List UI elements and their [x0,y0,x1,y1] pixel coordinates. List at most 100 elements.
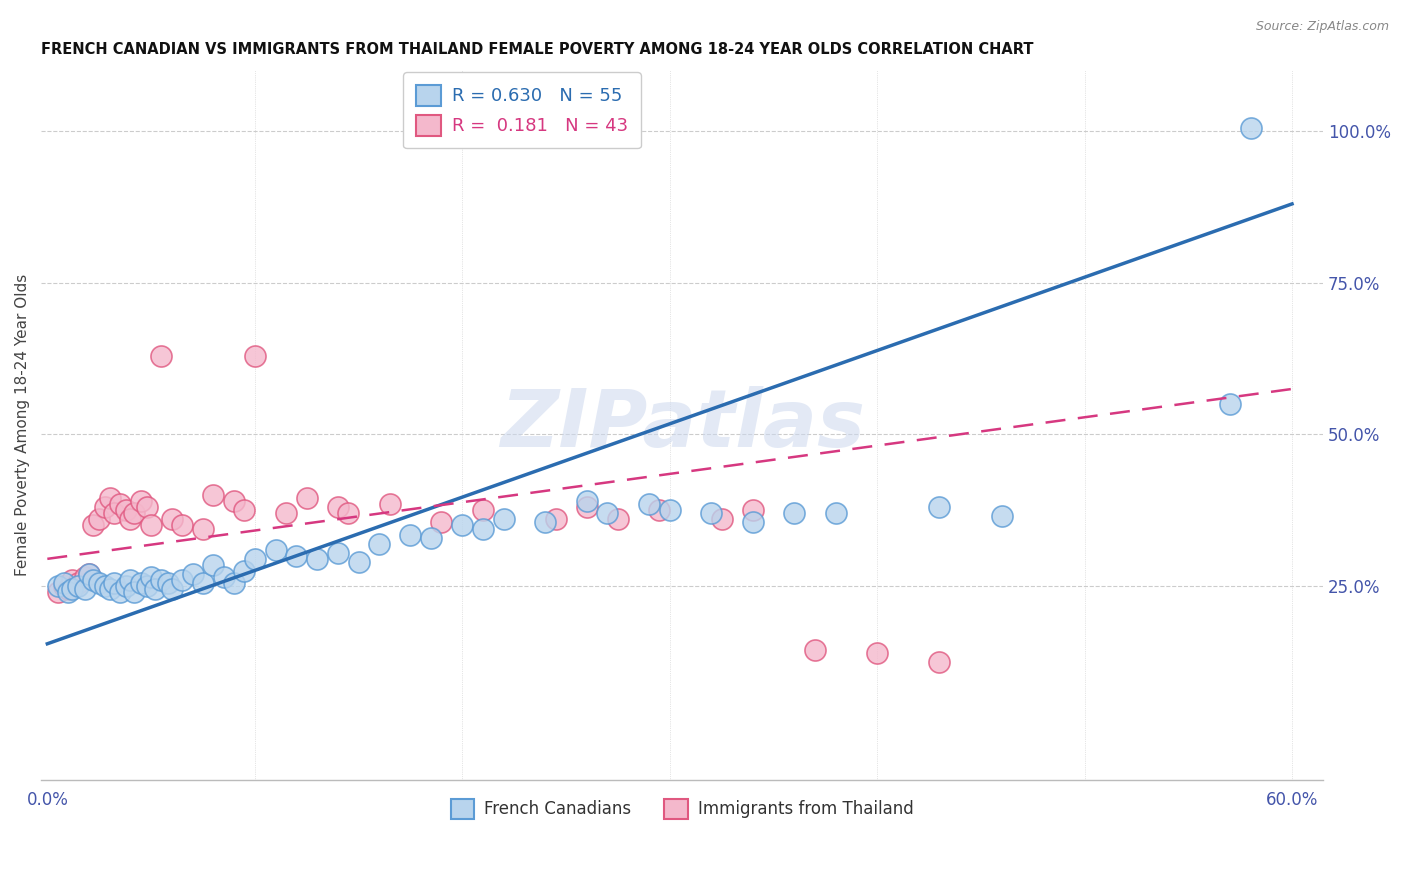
Point [305,552,328,566]
Point [700,506,723,520]
Point [202,558,225,572]
Point [243,552,266,566]
Point [94,579,117,593]
Point [222,494,245,508]
Point [46,585,69,599]
Point [202,488,225,502]
Point [160,512,183,526]
Point [143,582,166,597]
Point [67,579,90,593]
Text: Source: ZipAtlas.com: Source: ZipAtlas.com [1256,20,1389,33]
Point [191,576,214,591]
Point [534,516,557,530]
Point [451,518,474,533]
Point [108,585,131,599]
Point [73,582,96,597]
Point [347,555,370,569]
Point [741,503,763,517]
Point [67,576,90,591]
Point [60,582,83,597]
Point [212,570,235,584]
Point [98,582,121,597]
Point [326,546,349,560]
Point [77,567,100,582]
Point [658,503,681,517]
Point [56,582,79,597]
Point [399,527,422,541]
Point [191,521,214,535]
Point [52,576,75,591]
Point [89,512,111,526]
Point [243,349,266,363]
Point [648,503,671,517]
Point [98,491,121,505]
Point [46,579,69,593]
Legend: French Canadians, Immigrants from Thailand: French Canadians, Immigrants from Thaila… [444,793,921,825]
Text: FRENCH CANADIAN VS IMMIGRANTS FROM THAILAND FEMALE POVERTY AMONG 18-24 YEAR OLDS: FRENCH CANADIAN VS IMMIGRANTS FROM THAIL… [41,42,1033,57]
Point [804,643,827,657]
Point [741,516,763,530]
Point [172,573,194,587]
Point [638,497,661,511]
Point [824,506,846,520]
Point [172,518,194,533]
Point [115,503,138,517]
Point [77,567,100,582]
Point [233,503,256,517]
Point [544,512,567,526]
Point [233,564,256,578]
Point [56,585,79,599]
Point [472,521,495,535]
Point [181,567,204,582]
Point [135,579,157,593]
Point [710,512,733,526]
Point [103,576,125,591]
Point [82,518,104,533]
Point [1239,121,1261,136]
Point [139,518,162,533]
Point [596,506,619,520]
Point [606,512,628,526]
Point [430,516,453,530]
Point [990,509,1012,524]
Point [82,573,104,587]
Point [73,570,96,584]
Point [472,503,495,517]
Point [368,537,391,551]
Point [575,494,598,508]
Point [264,542,287,557]
Point [94,500,117,515]
Point [1219,397,1241,411]
Point [129,576,152,591]
Point [124,585,146,599]
Point [150,573,173,587]
Point [575,500,598,515]
Point [295,491,318,505]
Point [222,576,245,591]
Point [52,579,75,593]
Point [420,531,443,545]
Point [89,576,111,591]
Point [108,497,131,511]
Point [60,573,83,587]
Point [160,582,183,597]
Point [866,646,889,660]
Point [928,500,950,515]
Point [928,655,950,669]
Point [115,579,138,593]
Point [285,549,308,563]
Point [139,570,162,584]
Y-axis label: Female Poverty Among 18-24 Year Olds: Female Poverty Among 18-24 Year Olds [15,274,30,576]
Point [124,506,146,520]
Point [274,506,297,520]
Point [120,512,142,526]
Point [326,500,349,515]
Point [150,349,173,363]
Point [120,573,142,587]
Point [129,494,152,508]
Point [103,506,125,520]
Point [492,512,515,526]
Point [783,506,806,520]
Point [135,500,157,515]
Point [337,506,360,520]
